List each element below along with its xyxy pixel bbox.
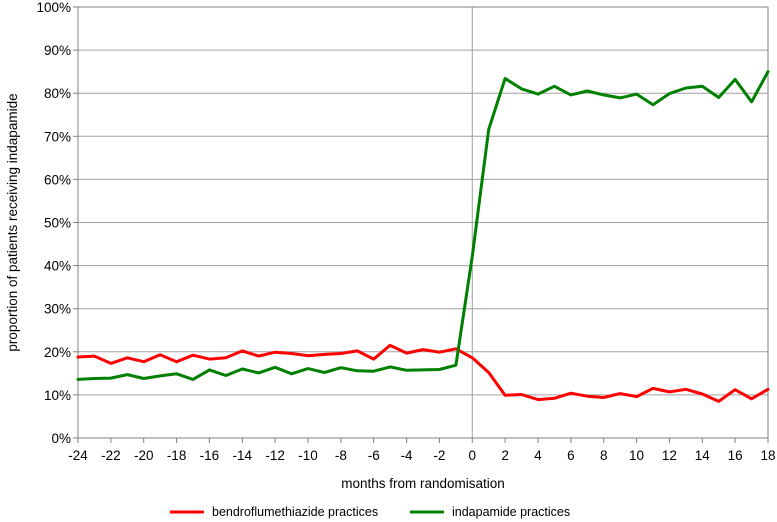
x-tick-label: 8 [600,448,608,463]
x-tick-label: -10 [298,448,318,463]
y-tick-label: 90% [44,43,71,58]
y-tick-label: 80% [44,86,71,101]
x-tick-label: -16 [200,448,220,463]
x-tick-label: -24 [68,448,88,463]
y-axis-label: proportion of patients receiving indapam… [5,93,20,351]
x-tick-label: -18 [167,448,187,463]
x-axis-ticks: -24 -22 -20 -18 -16 -14 -12 -10 -8 -6 -4 -2 0 2 4 6 8 10 1… [68,438,776,463]
x-tick-label: 4 [534,448,542,463]
x-tick-label: 2 [501,448,509,463]
y-tick-label: 40% [44,259,71,274]
gridlines [78,6,768,439]
x-tick-label: -8 [335,448,347,463]
y-tick-label: 100% [36,0,71,15]
x-axis-label: months from randomisation [341,476,505,491]
series-line-indapamide [76,70,770,381]
y-tick-label: 0% [51,431,71,446]
y-tick-label: 20% [44,345,71,360]
x-tick-label: 18 [760,448,775,463]
x-tick-label: 16 [728,448,743,463]
x-tick-label: 12 [662,448,677,463]
x-tick-label: -20 [134,448,154,463]
x-tick-label: 0 [469,448,477,463]
x-tick-label: -4 [401,448,413,463]
x-tick-label: -6 [368,448,380,463]
x-tick-label: -2 [433,448,445,463]
x-tick-label: -22 [101,448,121,463]
legend-label-bendroflumethiazide: bendroflumethiazide practices [212,505,378,519]
y-tick-label: 50% [44,216,71,231]
y-tick-label: 10% [44,388,71,403]
x-tick-label: -14 [233,448,253,463]
series-lines [76,70,770,403]
x-tick-label: -12 [265,448,285,463]
y-tick-label: 70% [44,129,71,144]
y-tick-label: 60% [44,172,71,187]
x-tick-label: 14 [695,448,711,463]
legend: bendroflumethiazide practices indapamide… [170,505,570,519]
y-axis-ticks: 0% 10% 20% 30% 40% 50% 60% 70% 80% 90% 100% [36,0,78,446]
x-tick-label: 6 [567,448,575,463]
legend-label-indapamide: indapamide practices [452,505,570,519]
y-tick-label: 30% [44,302,71,317]
x-tick-label: 10 [629,448,644,463]
series-line-bendroflumethiazide [76,343,770,403]
